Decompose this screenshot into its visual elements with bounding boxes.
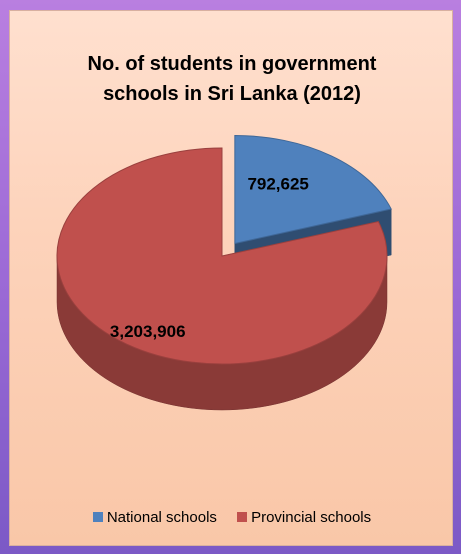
slice-national: [234, 134, 392, 245]
legend-swatch-national: [92, 512, 103, 522]
chart-panel: No. of students in government schools in…: [9, 10, 453, 546]
legend-label-provincial: Provincial schools: [251, 509, 372, 526]
legend-item-provincial: Provincial schools: [237, 509, 371, 526]
legend-swatch-provincial: [237, 512, 248, 522]
data-label-provincial: 3,203,906: [110, 322, 186, 341]
data-label-national: 792,625: [247, 174, 308, 193]
slice-provincial: [56, 147, 388, 365]
pie-labels: 792,625 3,203,906: [110, 174, 309, 341]
chart-legend: National schools Provincial schools: [10, 509, 452, 526]
legend-label-national: National schools: [106, 509, 217, 526]
legend-item-national: National schools: [92, 509, 217, 526]
pie-chart: 792,625 3,203,906: [56, 134, 392, 411]
chart-title: No. of students in government schools in…: [87, 53, 377, 105]
pie-tops: [56, 134, 392, 365]
